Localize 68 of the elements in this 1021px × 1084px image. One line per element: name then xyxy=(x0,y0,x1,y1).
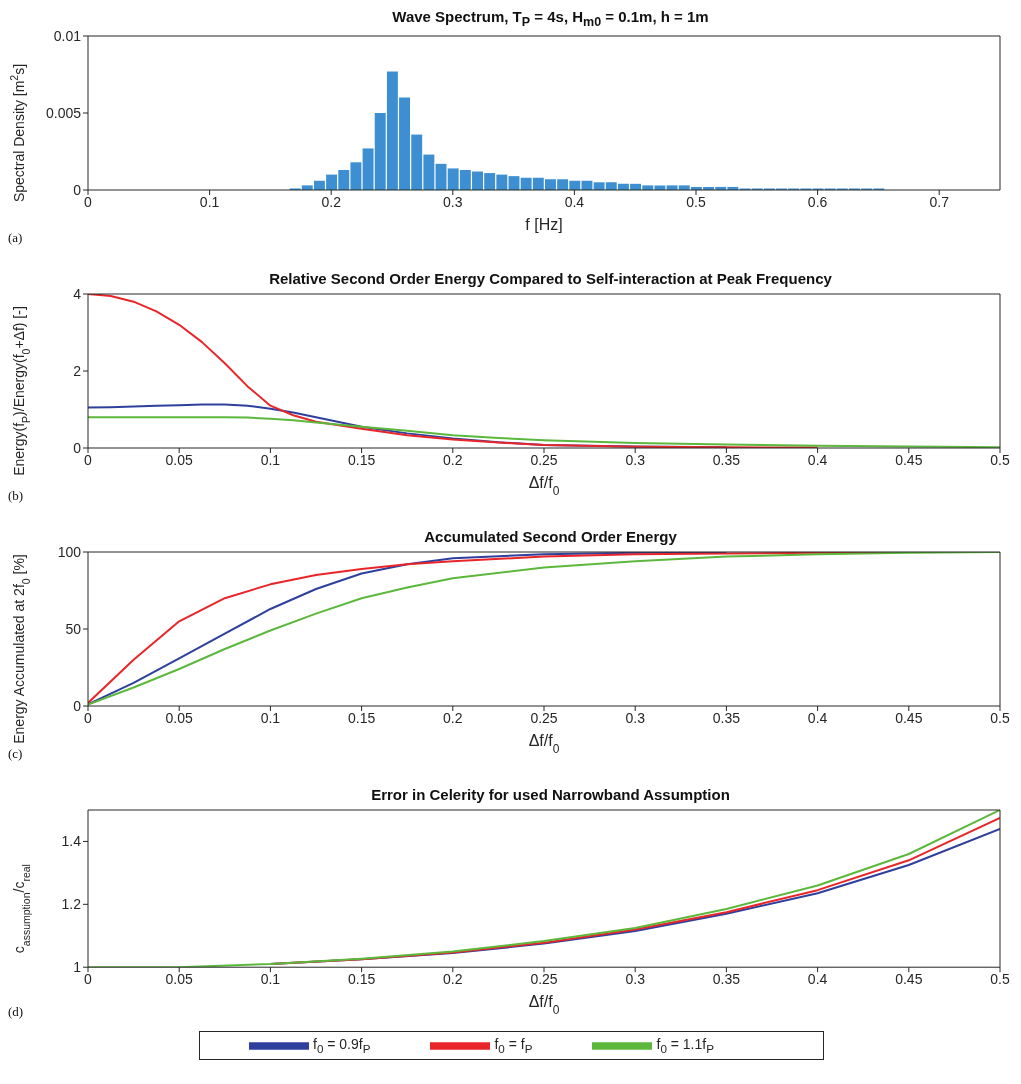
x-tick-label: 0.45 xyxy=(895,971,923,988)
y-tick-label: 100 xyxy=(57,543,82,560)
y-tick-label: 4 xyxy=(73,285,82,302)
x-tick-label: 0.5 xyxy=(990,709,1010,726)
x-tick-label: 0.1 xyxy=(260,709,281,726)
x-tick-label: 0.15 xyxy=(347,451,376,468)
x-tick-label: 0.25 xyxy=(530,451,558,468)
x-tick-label: 0.45 xyxy=(895,451,923,468)
x-tick-label: 0.5 xyxy=(686,193,706,210)
x-tick-label: 0.2 xyxy=(443,971,463,988)
x-tick-label: 0.5 xyxy=(990,971,1010,988)
x-tick-label: 0.7 xyxy=(929,193,950,210)
x-tick-label: 0.3 xyxy=(625,971,646,988)
y-tick-label: 0 xyxy=(73,697,82,714)
x-tick-label: 0 xyxy=(84,451,93,468)
x-tick-label: 0.05 xyxy=(165,451,194,468)
text: (c) xyxy=(8,746,23,761)
x-tick-label: 0.5 xyxy=(990,451,1010,468)
y-tick-label: 0 xyxy=(73,439,82,456)
y-tick-label: 50 xyxy=(65,620,82,637)
x-tick-label: 0.05 xyxy=(165,971,194,988)
x-tick-label: 0.3 xyxy=(625,709,646,726)
x-tick-label: 0.3 xyxy=(625,451,646,468)
x-tick-label: 0.35 xyxy=(712,451,741,468)
x-tick-label: 0.35 xyxy=(712,971,741,988)
x-axis-title: Δf/f$_{0}$ xyxy=(528,474,560,498)
y-tick-label: 1.2 xyxy=(61,896,82,913)
x-tick-label: 0.6 xyxy=(807,193,828,210)
x-tick-label: 0.2 xyxy=(443,451,463,468)
y-tick-label: 0 xyxy=(73,181,82,198)
x-tick-label: 0.45 xyxy=(895,709,923,726)
chart-title: Wave Spectrum, T$_{P}$ = 4s, H$_{m0}$ = 0.1m, h = 1m xyxy=(391,8,710,29)
chart-title: Error in Celerity for used Narrowband Assumption xyxy=(370,786,731,803)
x-tick-label: 0.4 xyxy=(807,709,828,726)
y-tick-label: 1.4 xyxy=(61,833,82,850)
x-tick-label: 0.4 xyxy=(564,193,585,210)
x-tick-label: 0.2 xyxy=(443,709,463,726)
x-tick-label: 0.15 xyxy=(347,709,376,726)
x-tick-label: 0.25 xyxy=(530,971,558,988)
x-tick-label: 0 xyxy=(84,193,93,210)
x-tick-label: 0.1 xyxy=(199,193,220,210)
text: (a) xyxy=(8,230,23,245)
x-tick-label: 0.4 xyxy=(807,971,828,988)
x-tick-label: 0.35 xyxy=(712,709,741,726)
x-tick-label: 0.1 xyxy=(260,971,281,988)
y-tick-label: 0.005 xyxy=(45,104,82,121)
x-axis-title: f [Hz] xyxy=(525,216,563,233)
x-tick-label: 0.05 xyxy=(165,709,194,726)
legend-label: f$_{0}$ = f$_{P}$ xyxy=(494,1036,533,1055)
x-tick-label: 0.4 xyxy=(807,451,828,468)
y-tick-label: 1 xyxy=(73,959,82,976)
legend-label: f$_{0}$ = 0.9f$_{P}$ xyxy=(313,1036,371,1055)
y-tick-label: 0.01 xyxy=(53,27,82,44)
x-tick-label: 0.3 xyxy=(443,193,463,210)
chart-title: Relative Second Order Energy Compared to Self-interaction at Peak Frequency xyxy=(268,270,833,287)
x-tick-label: 0.1 xyxy=(260,451,281,468)
x-axis-title: Δf/f$_{0}$ xyxy=(528,732,560,756)
x-axis-title: Δf/f$_{0}$ xyxy=(528,993,560,1018)
text: (d) xyxy=(8,1004,24,1019)
x-tick-label: 0 xyxy=(84,971,93,988)
x-tick-label: 0 xyxy=(84,709,93,726)
x-tick-label: 0.25 xyxy=(530,709,558,726)
chart-title: Accumulated Second Order Energy xyxy=(423,528,678,545)
text: (b) xyxy=(8,488,24,503)
y-tick-label: 2 xyxy=(73,362,82,379)
x-tick-label: 0.2 xyxy=(321,193,342,210)
legend-label: f$_{0}$ = 1.1f$_{P}$ xyxy=(656,1036,714,1055)
x-tick-label: 0.15 xyxy=(347,971,376,988)
